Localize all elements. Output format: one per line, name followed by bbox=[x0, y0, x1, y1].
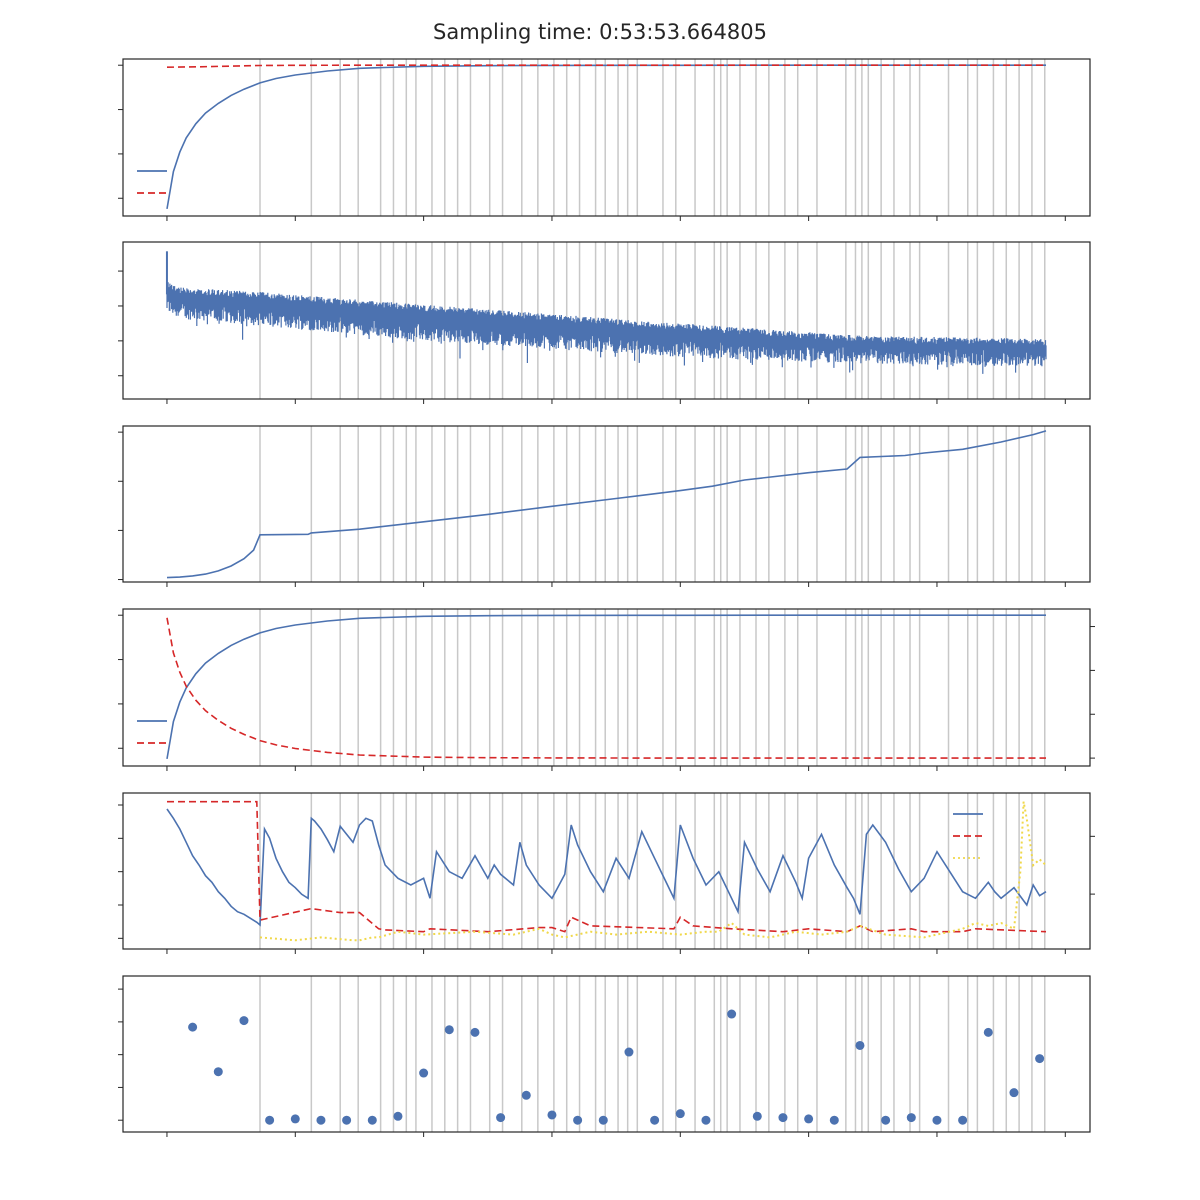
axes-frame bbox=[122, 425, 1091, 583]
insertion-lines-pvalue bbox=[259, 976, 1046, 1132]
axes-frame bbox=[122, 241, 1091, 400]
figure-title: Sampling time: 0:53:53.664805 bbox=[433, 20, 767, 44]
data-point bbox=[650, 1115, 660, 1125]
y-axis-evals bbox=[118, 431, 123, 581]
data-point bbox=[547, 1110, 557, 1120]
data-point bbox=[316, 1115, 326, 1125]
data-layer-evals bbox=[166, 430, 1047, 579]
data-point bbox=[804, 1114, 814, 1124]
data-point bbox=[624, 1047, 634, 1057]
legend-acceptance bbox=[953, 813, 983, 859]
y-axis-logL bbox=[118, 64, 123, 199]
y-axis-dlogL bbox=[118, 270, 123, 377]
data-point bbox=[598, 1115, 608, 1125]
data-point bbox=[701, 1115, 711, 1125]
data-point bbox=[1035, 1054, 1045, 1064]
insertion-lines-logZ bbox=[259, 609, 1046, 766]
data-point bbox=[881, 1115, 891, 1125]
y-axis-logZ bbox=[118, 614, 1095, 759]
panel-evals bbox=[118, 425, 1091, 587]
legend-logZ bbox=[137, 720, 167, 744]
data-point bbox=[265, 1115, 275, 1125]
data-point bbox=[342, 1115, 352, 1125]
data-point bbox=[290, 1114, 300, 1124]
y-axis-acceptance bbox=[118, 804, 1095, 939]
data-point bbox=[393, 1111, 403, 1121]
data-point bbox=[1009, 1088, 1019, 1098]
data-point bbox=[470, 1027, 480, 1037]
data-layer-acceptance bbox=[166, 800, 1047, 942]
panel-logL bbox=[118, 58, 1091, 221]
series-line-derivative bbox=[166, 282, 1047, 374]
series-line-dz bbox=[166, 617, 1046, 759]
data-point bbox=[367, 1115, 377, 1125]
data-point bbox=[778, 1113, 788, 1123]
data-point bbox=[958, 1115, 968, 1125]
data-layer-logL bbox=[166, 64, 1046, 210]
insertion-lines-evals bbox=[259, 426, 1046, 582]
data-point bbox=[573, 1115, 583, 1125]
data-layer-logZ bbox=[166, 614, 1046, 760]
series-line-main bbox=[166, 430, 1047, 579]
data-point bbox=[188, 1022, 198, 1032]
series-line-radius bbox=[259, 801, 1047, 942]
data-point bbox=[419, 1068, 429, 1078]
series-line-logz bbox=[166, 614, 1046, 760]
axes-frame bbox=[122, 608, 1091, 767]
data-layer-dlogL bbox=[165, 251, 1047, 374]
panel-dlogL bbox=[118, 241, 1091, 404]
insertion-lines-acceptance bbox=[259, 793, 1046, 949]
insertion-lines-logL bbox=[259, 59, 1046, 216]
axes-frame bbox=[122, 975, 1091, 1133]
series-line-proposal bbox=[166, 808, 1047, 927]
data-point bbox=[855, 1040, 865, 1050]
data-point bbox=[727, 1009, 737, 1019]
data-point bbox=[444, 1025, 454, 1035]
data-layer-pvalue bbox=[188, 1009, 1045, 1125]
panel-acceptance bbox=[118, 792, 1095, 954]
axes-frame bbox=[122, 792, 1091, 950]
axes-frame bbox=[122, 58, 1091, 217]
panel-pvalue bbox=[118, 975, 1091, 1137]
data-point bbox=[932, 1115, 942, 1125]
series-line-max-logl bbox=[166, 64, 1046, 68]
data-point bbox=[521, 1090, 531, 1100]
panel-logZ bbox=[118, 608, 1095, 771]
data-point bbox=[983, 1027, 993, 1037]
data-point bbox=[213, 1067, 223, 1077]
legend-logL bbox=[137, 170, 167, 194]
data-point bbox=[675, 1109, 685, 1119]
data-point bbox=[906, 1113, 916, 1123]
series-line-population bbox=[167, 800, 1047, 933]
data-point bbox=[752, 1111, 762, 1121]
chart-panels bbox=[118, 58, 1095, 1137]
y-axis-pvalue bbox=[118, 988, 123, 1121]
data-point bbox=[496, 1113, 506, 1123]
data-point bbox=[239, 1016, 249, 1026]
data-point bbox=[829, 1115, 839, 1125]
series-line-min-logl bbox=[166, 64, 1046, 210]
